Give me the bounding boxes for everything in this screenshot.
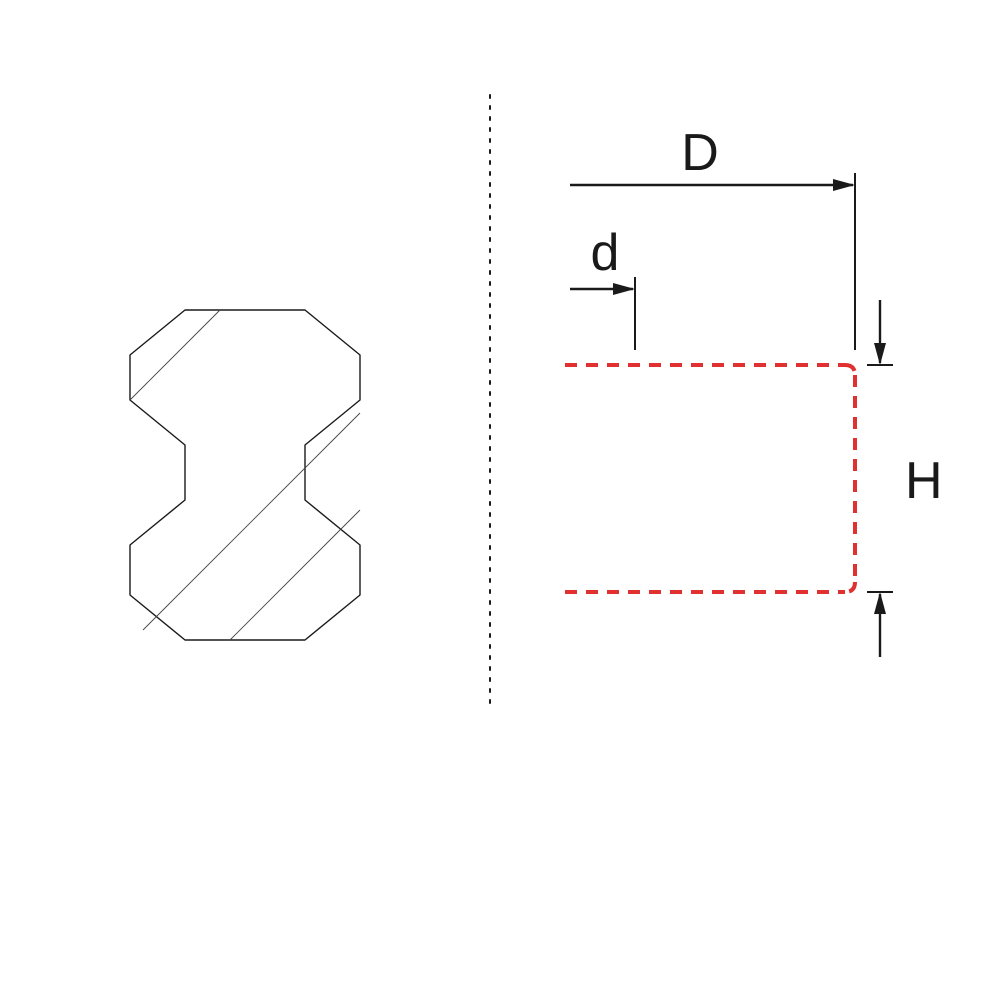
seal-cross-section: [130, 310, 360, 640]
groove-outline: [565, 365, 855, 592]
dim-D-label: D: [681, 124, 719, 182]
dim-d-label: d: [591, 224, 620, 282]
dim-H-label: H: [905, 452, 943, 510]
technical-drawing: Dd H: [0, 0, 1000, 1000]
